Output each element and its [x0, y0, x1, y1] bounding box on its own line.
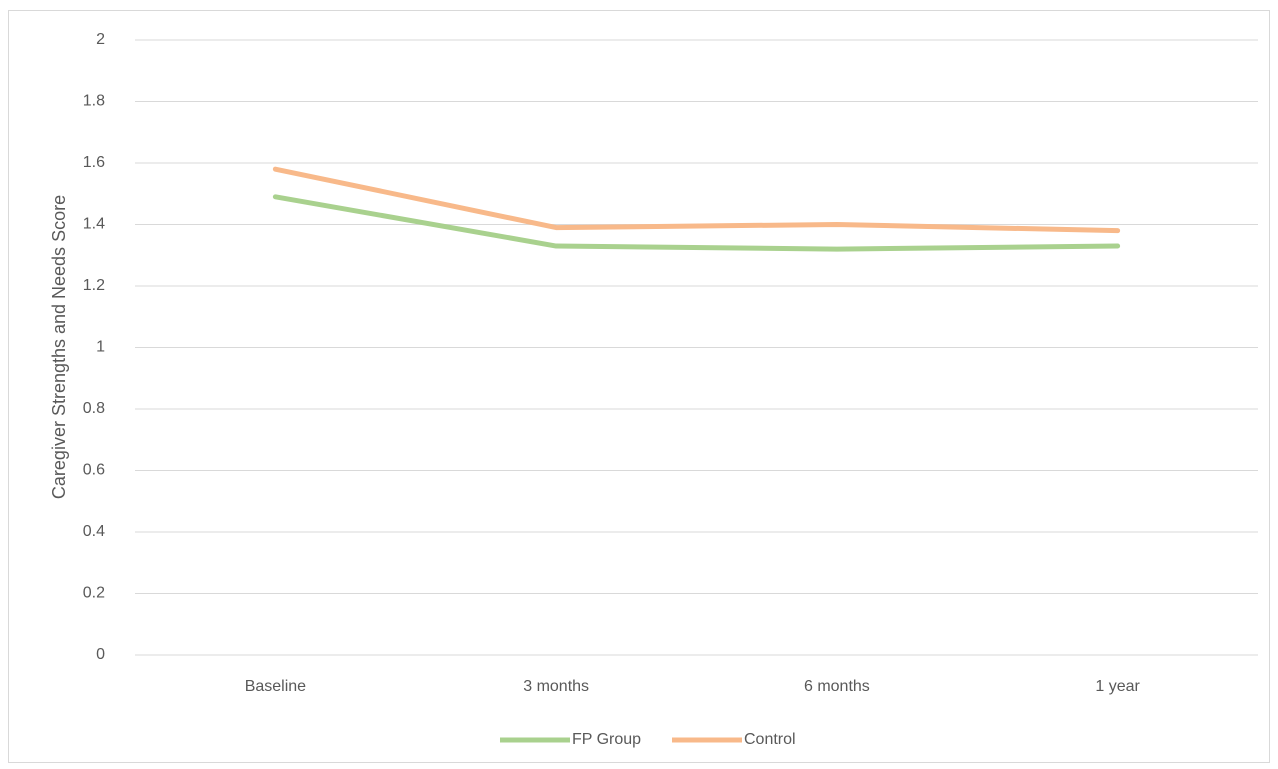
y-axis-label: Caregiver Strengths and Needs Score	[49, 195, 69, 499]
y-tick-label: 0.8	[83, 400, 105, 417]
y-tick-label: 1.4	[83, 216, 105, 233]
y-tick-label: 0	[96, 646, 105, 663]
x-tick-label: 3 months	[523, 678, 589, 695]
y-tick-label: 2	[96, 31, 105, 48]
y-tick-label: 1.2	[83, 277, 105, 294]
y-tick-label: 1.8	[83, 93, 105, 110]
y-tick-label: 0.4	[83, 523, 105, 540]
legend-label: FP Group	[572, 731, 641, 748]
series-line	[272, 194, 1121, 252]
series-line	[272, 166, 1121, 234]
y-tick-label: 0.2	[83, 585, 105, 602]
x-tick-label: 1 year	[1095, 678, 1140, 695]
y-tick-label: 1.6	[83, 154, 105, 171]
legend-label: Control	[744, 731, 796, 748]
y-tick-label: 1	[96, 339, 105, 356]
chart-frame	[8, 10, 1270, 763]
x-tick-label: Baseline	[245, 678, 306, 695]
y-tick-label: 0.6	[83, 462, 105, 479]
x-tick-label: 6 months	[804, 678, 870, 695]
